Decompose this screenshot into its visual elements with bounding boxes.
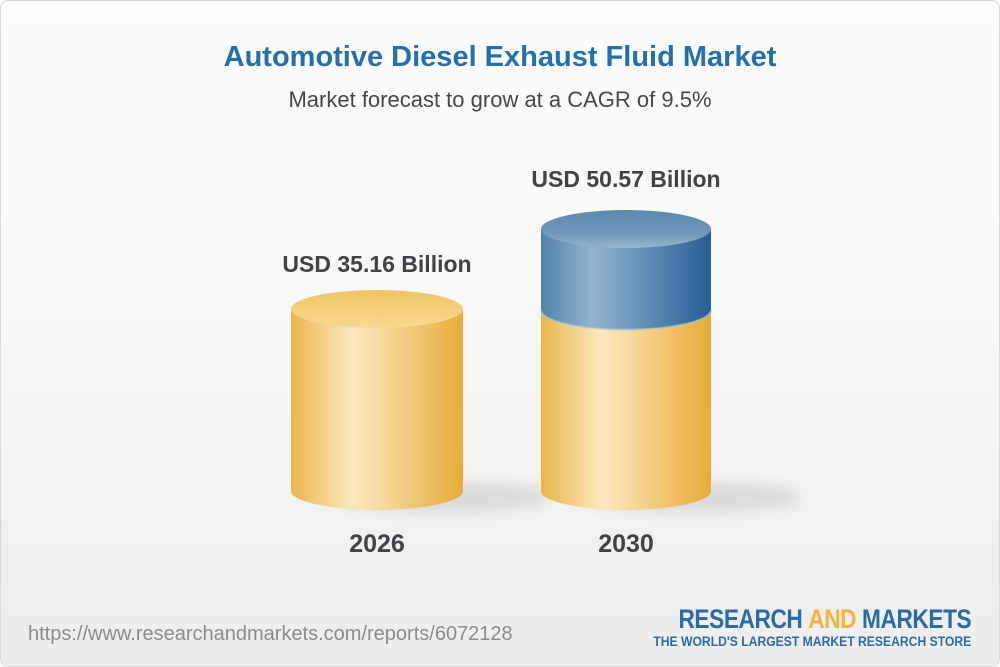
bar-2030-category-label: 2030 — [598, 530, 654, 558]
page-subtitle: Market forecast to grow at a CAGR of 9.5… — [288, 87, 712, 112]
bar-2030-cylinder — [540, 210, 712, 510]
logo-wordmark: RESEARCH AND MARKETS — [674, 605, 971, 633]
bar-2030-value-label: USD 50.57 Billion — [531, 166, 721, 192]
logo-tagline: THE WORLD'S LARGEST MARKET RESEARCH STOR… — [653, 634, 971, 649]
bar-2026-value-label: USD 35.16 Billion — [282, 251, 472, 277]
logo-word-research: RESEARCH — [678, 604, 803, 634]
logo-word-and: AND — [808, 604, 856, 634]
report-url: https://www.researchandmarkets.com/repor… — [28, 623, 513, 645]
page-title: Automotive Diesel Exhaust Fluid Market — [223, 41, 777, 73]
bar-2026-category-label: 2026 — [349, 530, 405, 558]
bar-2026-cylinder — [291, 290, 463, 510]
logo-word-markets: MARKETS — [861, 604, 972, 634]
research-and-markets-logo: RESEARCH AND MARKETS THE WORLD'S LARGEST… — [618, 605, 971, 649]
